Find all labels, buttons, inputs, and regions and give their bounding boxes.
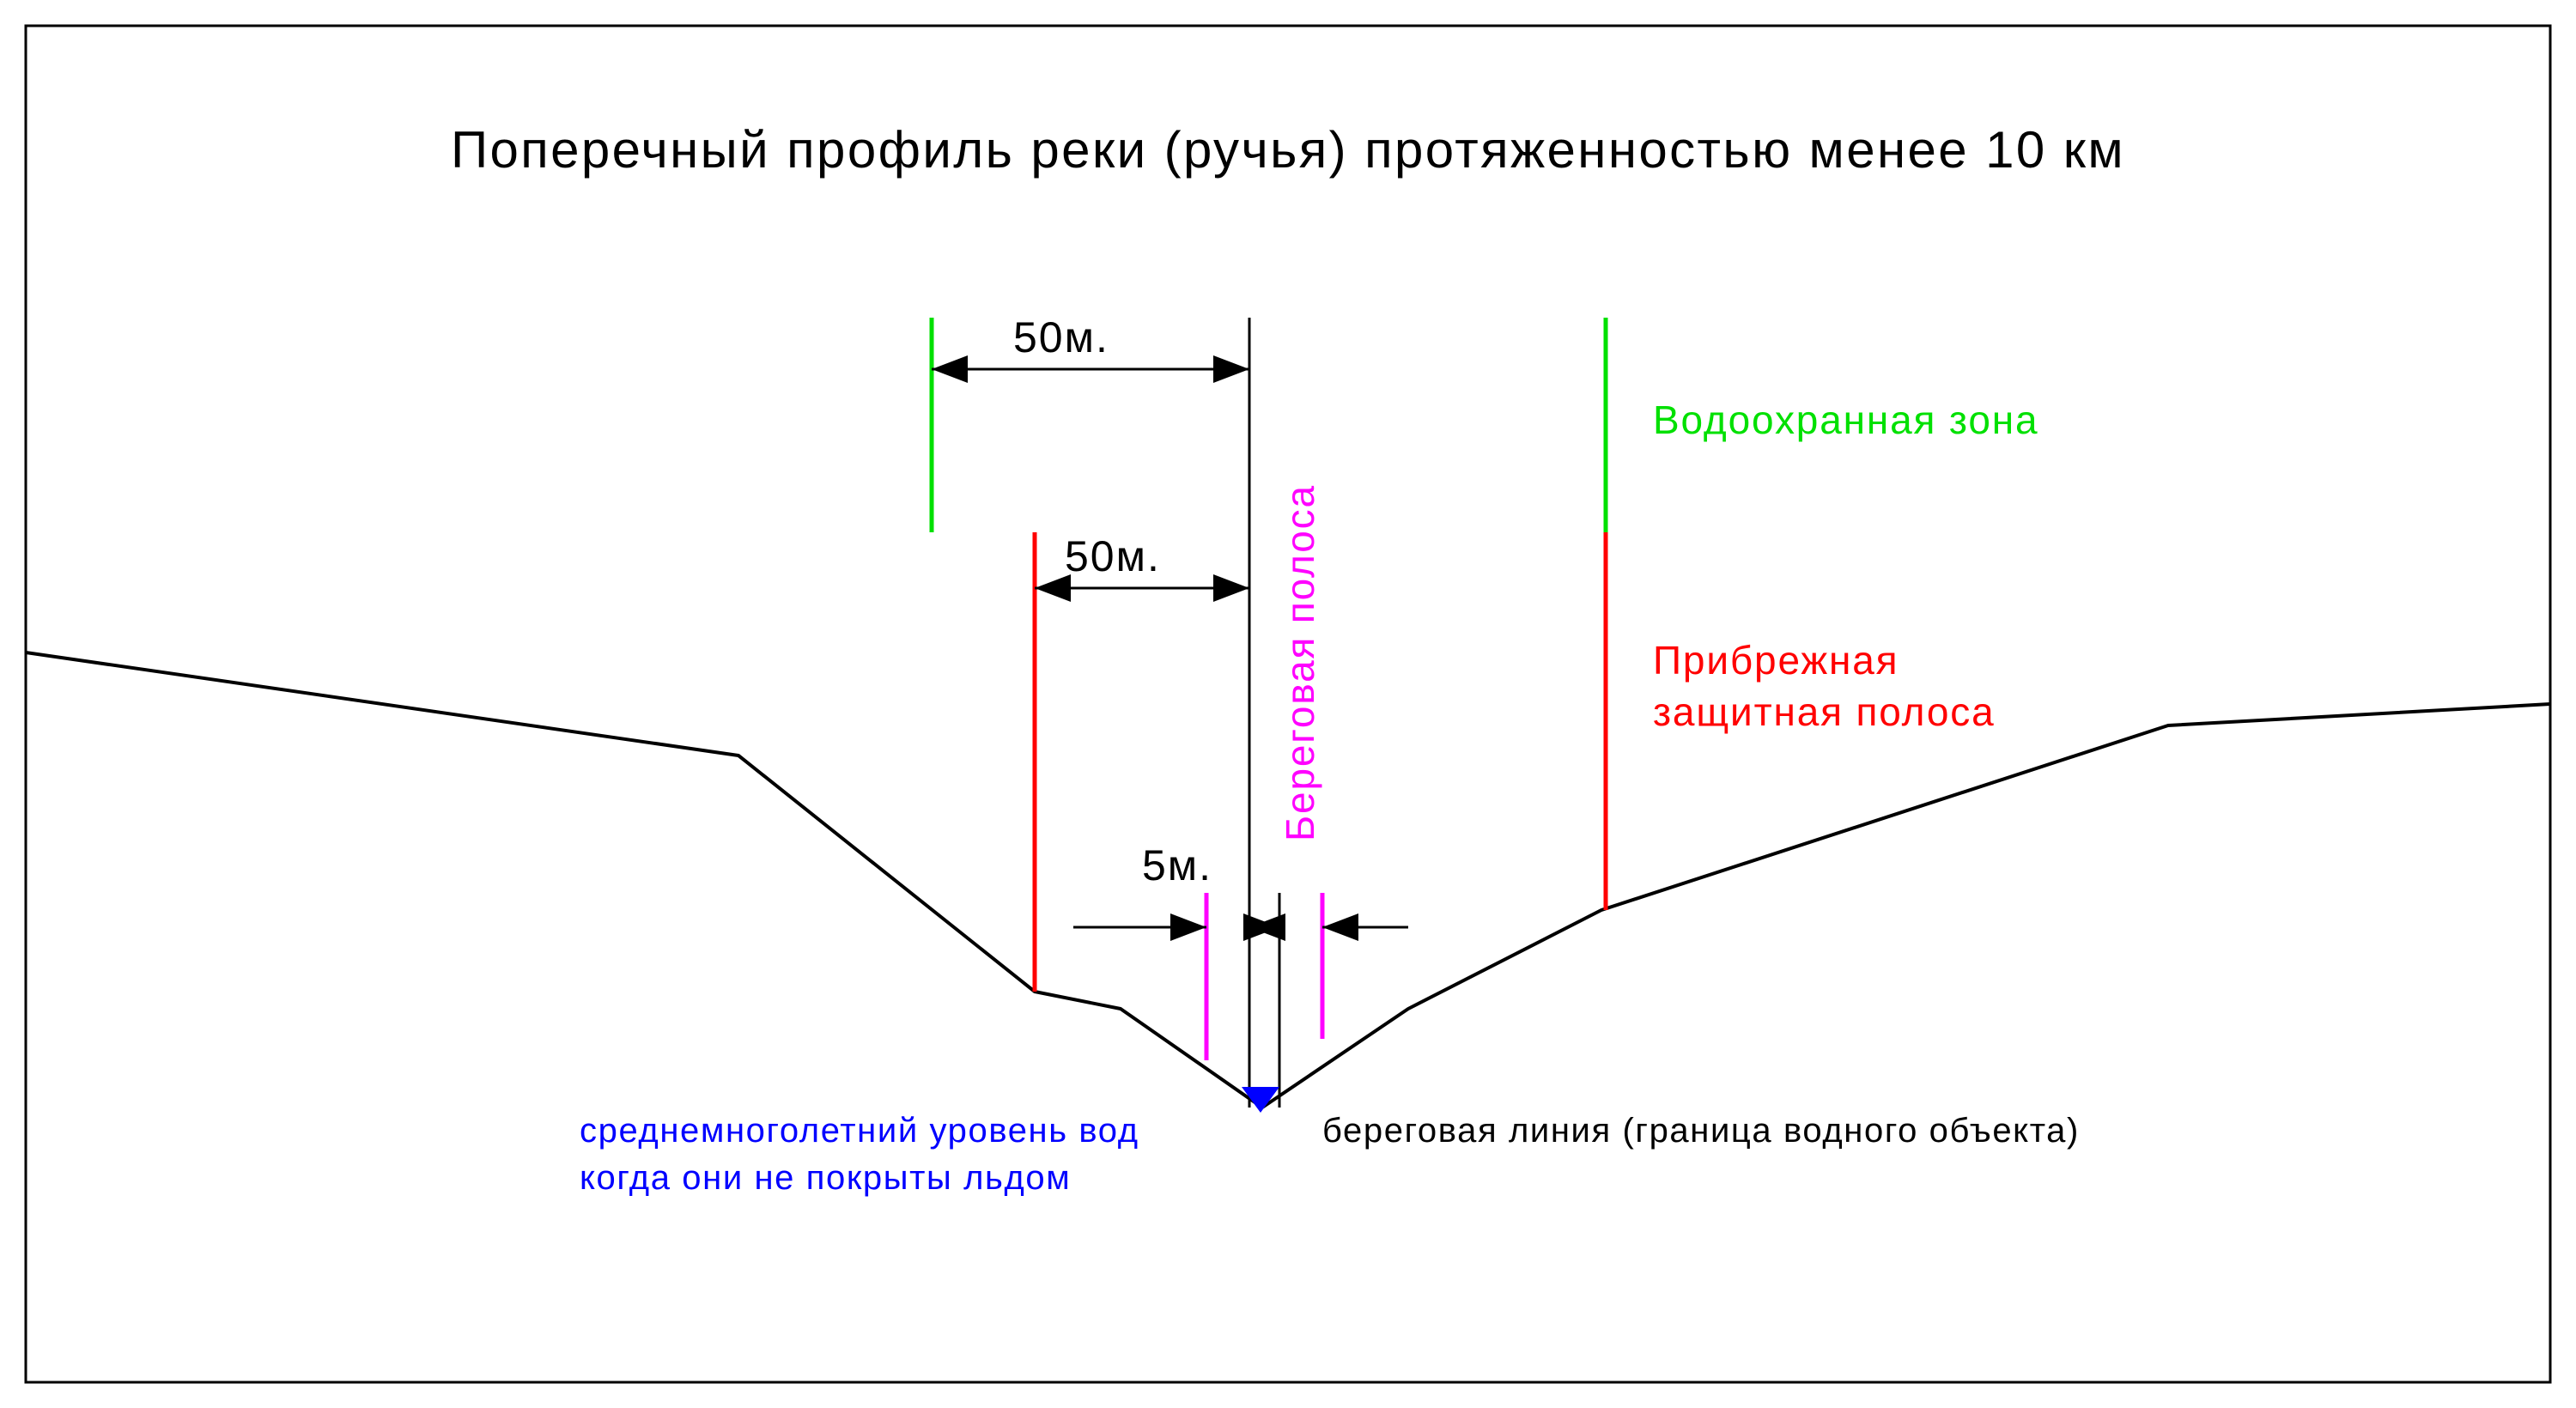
- diagram-title: Поперечный профиль реки (ручья) протяжен…: [451, 121, 2125, 179]
- dim-50-mid-label: 50м.: [1065, 532, 1161, 580]
- arrowhead: [1213, 574, 1249, 602]
- water-level-label-1: среднемноголетний уровень вод: [580, 1112, 1139, 1150]
- arrowhead: [1243, 913, 1279, 941]
- coastline-label: береговая линия (граница водного объекта…: [1322, 1112, 2080, 1150]
- water-level-label-2: когда они не покрыты льдом: [580, 1159, 1071, 1197]
- water-protection-zone-label: Водоохранная зона: [1653, 398, 2038, 442]
- arrowhead: [932, 355, 968, 383]
- dim-5-label: 5м.: [1142, 841, 1212, 889]
- dim-50-top-label: 50м.: [1013, 313, 1109, 361]
- arrowhead: [1170, 913, 1206, 941]
- arrowhead: [1213, 355, 1249, 383]
- coastal-protection-label-1: Прибрежная: [1653, 638, 1899, 683]
- coastal-protection-label-2: защитная полоса: [1653, 689, 1996, 734]
- coastal-strip-label: Береговая полоса: [1278, 484, 1322, 841]
